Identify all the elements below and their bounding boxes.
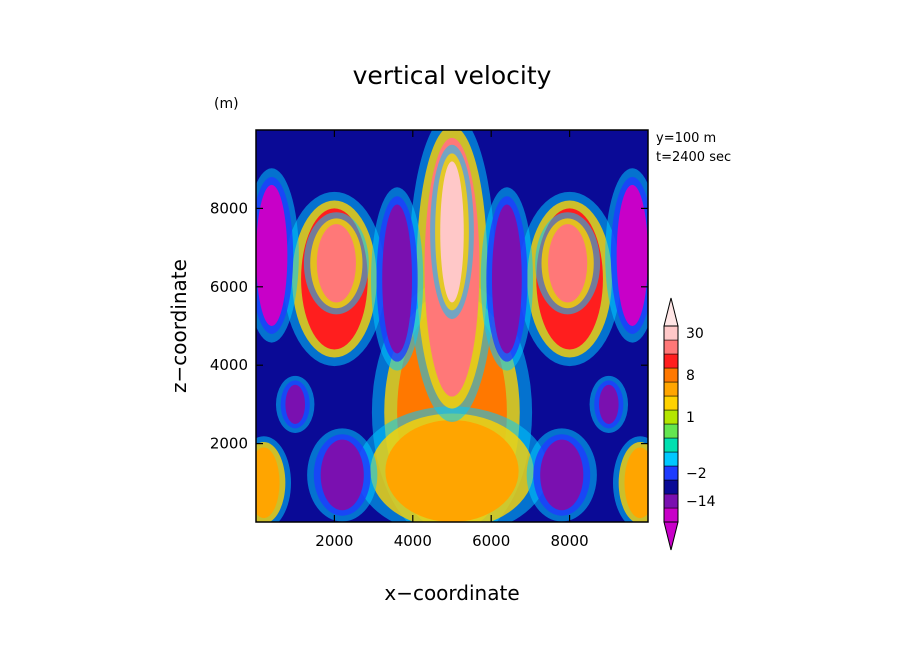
y-axis-label: z−coordinate: [167, 259, 191, 393]
colorbar-swatch: [663, 465, 679, 481]
x-axis-ticks: 2000 4000 6000 8000: [315, 130, 589, 550]
x-tick-label: 8000: [551, 532, 589, 550]
region-3: [440, 161, 464, 303]
colorbar-swatch: [663, 493, 679, 509]
colorbar-label: −14: [686, 494, 716, 510]
colorbar-swatch: [663, 451, 679, 467]
x-tick-label: 2000: [315, 532, 353, 550]
colorbar-swatch: [663, 353, 679, 369]
region-17: [624, 447, 648, 519]
info-line-2: t=2400 sec: [656, 150, 731, 165]
colorbar-label: 1: [686, 410, 695, 426]
region-9: [491, 204, 522, 354]
region-13: [540, 439, 584, 511]
colorbar-label: 8: [686, 368, 695, 384]
colorbar-swatch: [663, 367, 679, 383]
colorbar-extend-high: [663, 297, 679, 327]
region-7: [548, 224, 588, 303]
y-tick-label: 2000: [210, 435, 248, 453]
y-tick-label: 6000: [210, 278, 248, 296]
region-16: [256, 447, 280, 519]
region-12: [320, 439, 364, 511]
colorbar-label: 30: [686, 326, 704, 342]
region-15: [599, 384, 619, 424]
colorbar-extend-low: [663, 521, 679, 551]
colorbar-swatch: [663, 325, 679, 341]
info-line-1: y=100 m: [656, 131, 716, 146]
region-1: [385, 420, 519, 522]
x-tick-label: 4000: [394, 532, 432, 550]
colorbar-frame: [663, 325, 679, 523]
region-8: [382, 204, 413, 354]
colorbar-swatch: [663, 479, 679, 495]
region-5: [316, 224, 356, 303]
y-tick-label: 8000: [210, 199, 248, 217]
plot-frame: [255, 129, 649, 523]
heatmap-regions: [256, 130, 648, 522]
region-10: [256, 184, 288, 326]
colorbar-swatch: [663, 507, 679, 523]
x-tick-label: 6000: [472, 532, 510, 550]
colorbar-swatch: [663, 381, 679, 397]
region-14: [285, 384, 306, 424]
y-unit-label: (m): [214, 96, 239, 112]
colorbar-swatch: [663, 423, 679, 439]
chart-title: vertical velocity: [353, 61, 552, 90]
x-axis-label: x−coordinate: [384, 581, 519, 605]
heatmap-plot-area: [256, 130, 648, 522]
colorbar-swatch: [663, 437, 679, 453]
colorbar-label: −2: [686, 466, 707, 482]
colorbar-swatch: [663, 395, 679, 411]
y-axis-ticks: 2000 4000 6000 8000: [210, 199, 648, 453]
colorbar-swatch: [663, 339, 679, 355]
region-11: [616, 184, 648, 326]
colorbar: 30 8 1 −2 −14: [663, 297, 716, 551]
y-tick-label: 4000: [210, 356, 248, 374]
colorbar-swatch: [663, 409, 679, 425]
